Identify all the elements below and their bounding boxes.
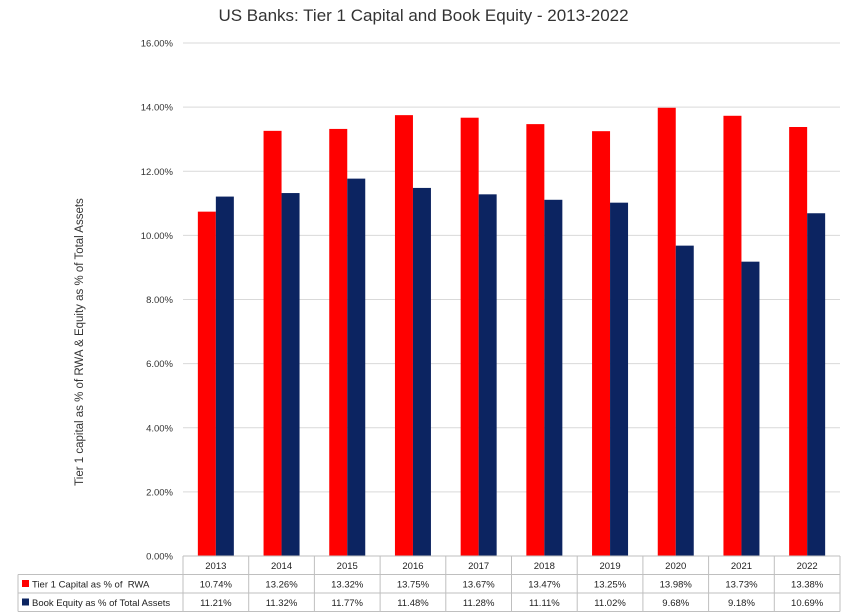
bar-tier1 xyxy=(592,131,611,556)
bar-tier1 xyxy=(526,124,545,556)
y-tick-label: 14.00% xyxy=(141,103,174,114)
data-label: 13.25% xyxy=(594,580,627,591)
bar-tier1 xyxy=(657,107,676,557)
bar-equity xyxy=(544,199,563,556)
data-label: 13.47% xyxy=(528,580,561,591)
y-tick-label: 2.00% xyxy=(146,487,173,498)
bar-tier1 xyxy=(329,128,348,557)
bar-equity xyxy=(675,245,694,556)
y-tick-label: 8.00% xyxy=(146,295,173,306)
x-tick-label: 2013 xyxy=(205,561,226,572)
y-tick-label: 10.00% xyxy=(141,231,174,242)
x-tick-label: 2017 xyxy=(468,561,489,572)
data-label: 13.75% xyxy=(397,580,430,591)
bar-equity xyxy=(215,196,234,556)
x-tick-label: 2014 xyxy=(271,561,292,572)
y-tick-label: 16.00% xyxy=(141,39,174,50)
legend-swatch xyxy=(22,598,29,606)
y-tick-label: 12.00% xyxy=(141,167,174,178)
x-tick-label: 2015 xyxy=(337,561,358,572)
bar-tier1 xyxy=(460,117,479,556)
data-label: 9.18% xyxy=(728,598,755,609)
data-label: 11.77% xyxy=(331,598,363,609)
bar-equity xyxy=(741,261,760,556)
data-label: 13.32% xyxy=(331,580,364,591)
x-tick-label: 2021 xyxy=(731,561,752,572)
bar-equity xyxy=(347,178,366,556)
data-label: 11.02% xyxy=(594,598,626,609)
data-label: 11.28% xyxy=(463,598,495,609)
x-tick-label: 2019 xyxy=(599,561,620,572)
x-tick-label: 2016 xyxy=(402,561,423,572)
legend-swatch xyxy=(22,580,29,587)
data-label: 11.11% xyxy=(529,598,560,609)
x-tick-label: 2020 xyxy=(665,561,686,572)
bar-equity xyxy=(281,193,300,557)
bar-equity xyxy=(412,187,431,557)
data-label: 10.74% xyxy=(200,580,233,591)
bar-equity xyxy=(610,202,629,556)
data-label: 11.48% xyxy=(397,598,429,609)
data-label: 13.26% xyxy=(265,580,298,591)
data-label: 13.67% xyxy=(463,580,496,591)
bar-tier1 xyxy=(263,130,282,556)
bar-equity xyxy=(478,194,497,556)
bar-tier1 xyxy=(197,211,216,556)
legend-entry: Tier 1 Capital as % of RWA xyxy=(32,580,150,591)
bar-tier1 xyxy=(394,115,413,556)
data-label: 11.21% xyxy=(200,598,232,609)
data-label: 13.38% xyxy=(791,580,824,591)
y-tick-label: 6.00% xyxy=(146,359,173,370)
x-tick-label: 2022 xyxy=(797,561,818,572)
y-tick-label: 4.00% xyxy=(146,423,173,434)
bar-tier1 xyxy=(789,127,808,556)
bar-tier1 xyxy=(723,115,742,557)
data-label: 13.73% xyxy=(725,580,758,591)
chart-title: US Banks: Tier 1 Capital and Book Equity… xyxy=(218,6,629,25)
legend-entry: Book Equity as % of Total Assets xyxy=(32,598,170,609)
x-tick-label: 2018 xyxy=(534,561,555,572)
data-label: 10.69% xyxy=(791,598,824,609)
data-label: 11.32% xyxy=(266,598,298,609)
data-label: 13.98% xyxy=(660,580,693,591)
data-label: 9.68% xyxy=(662,598,689,609)
bar-equity xyxy=(807,213,826,556)
y-tick-label: 0.00% xyxy=(146,552,173,563)
